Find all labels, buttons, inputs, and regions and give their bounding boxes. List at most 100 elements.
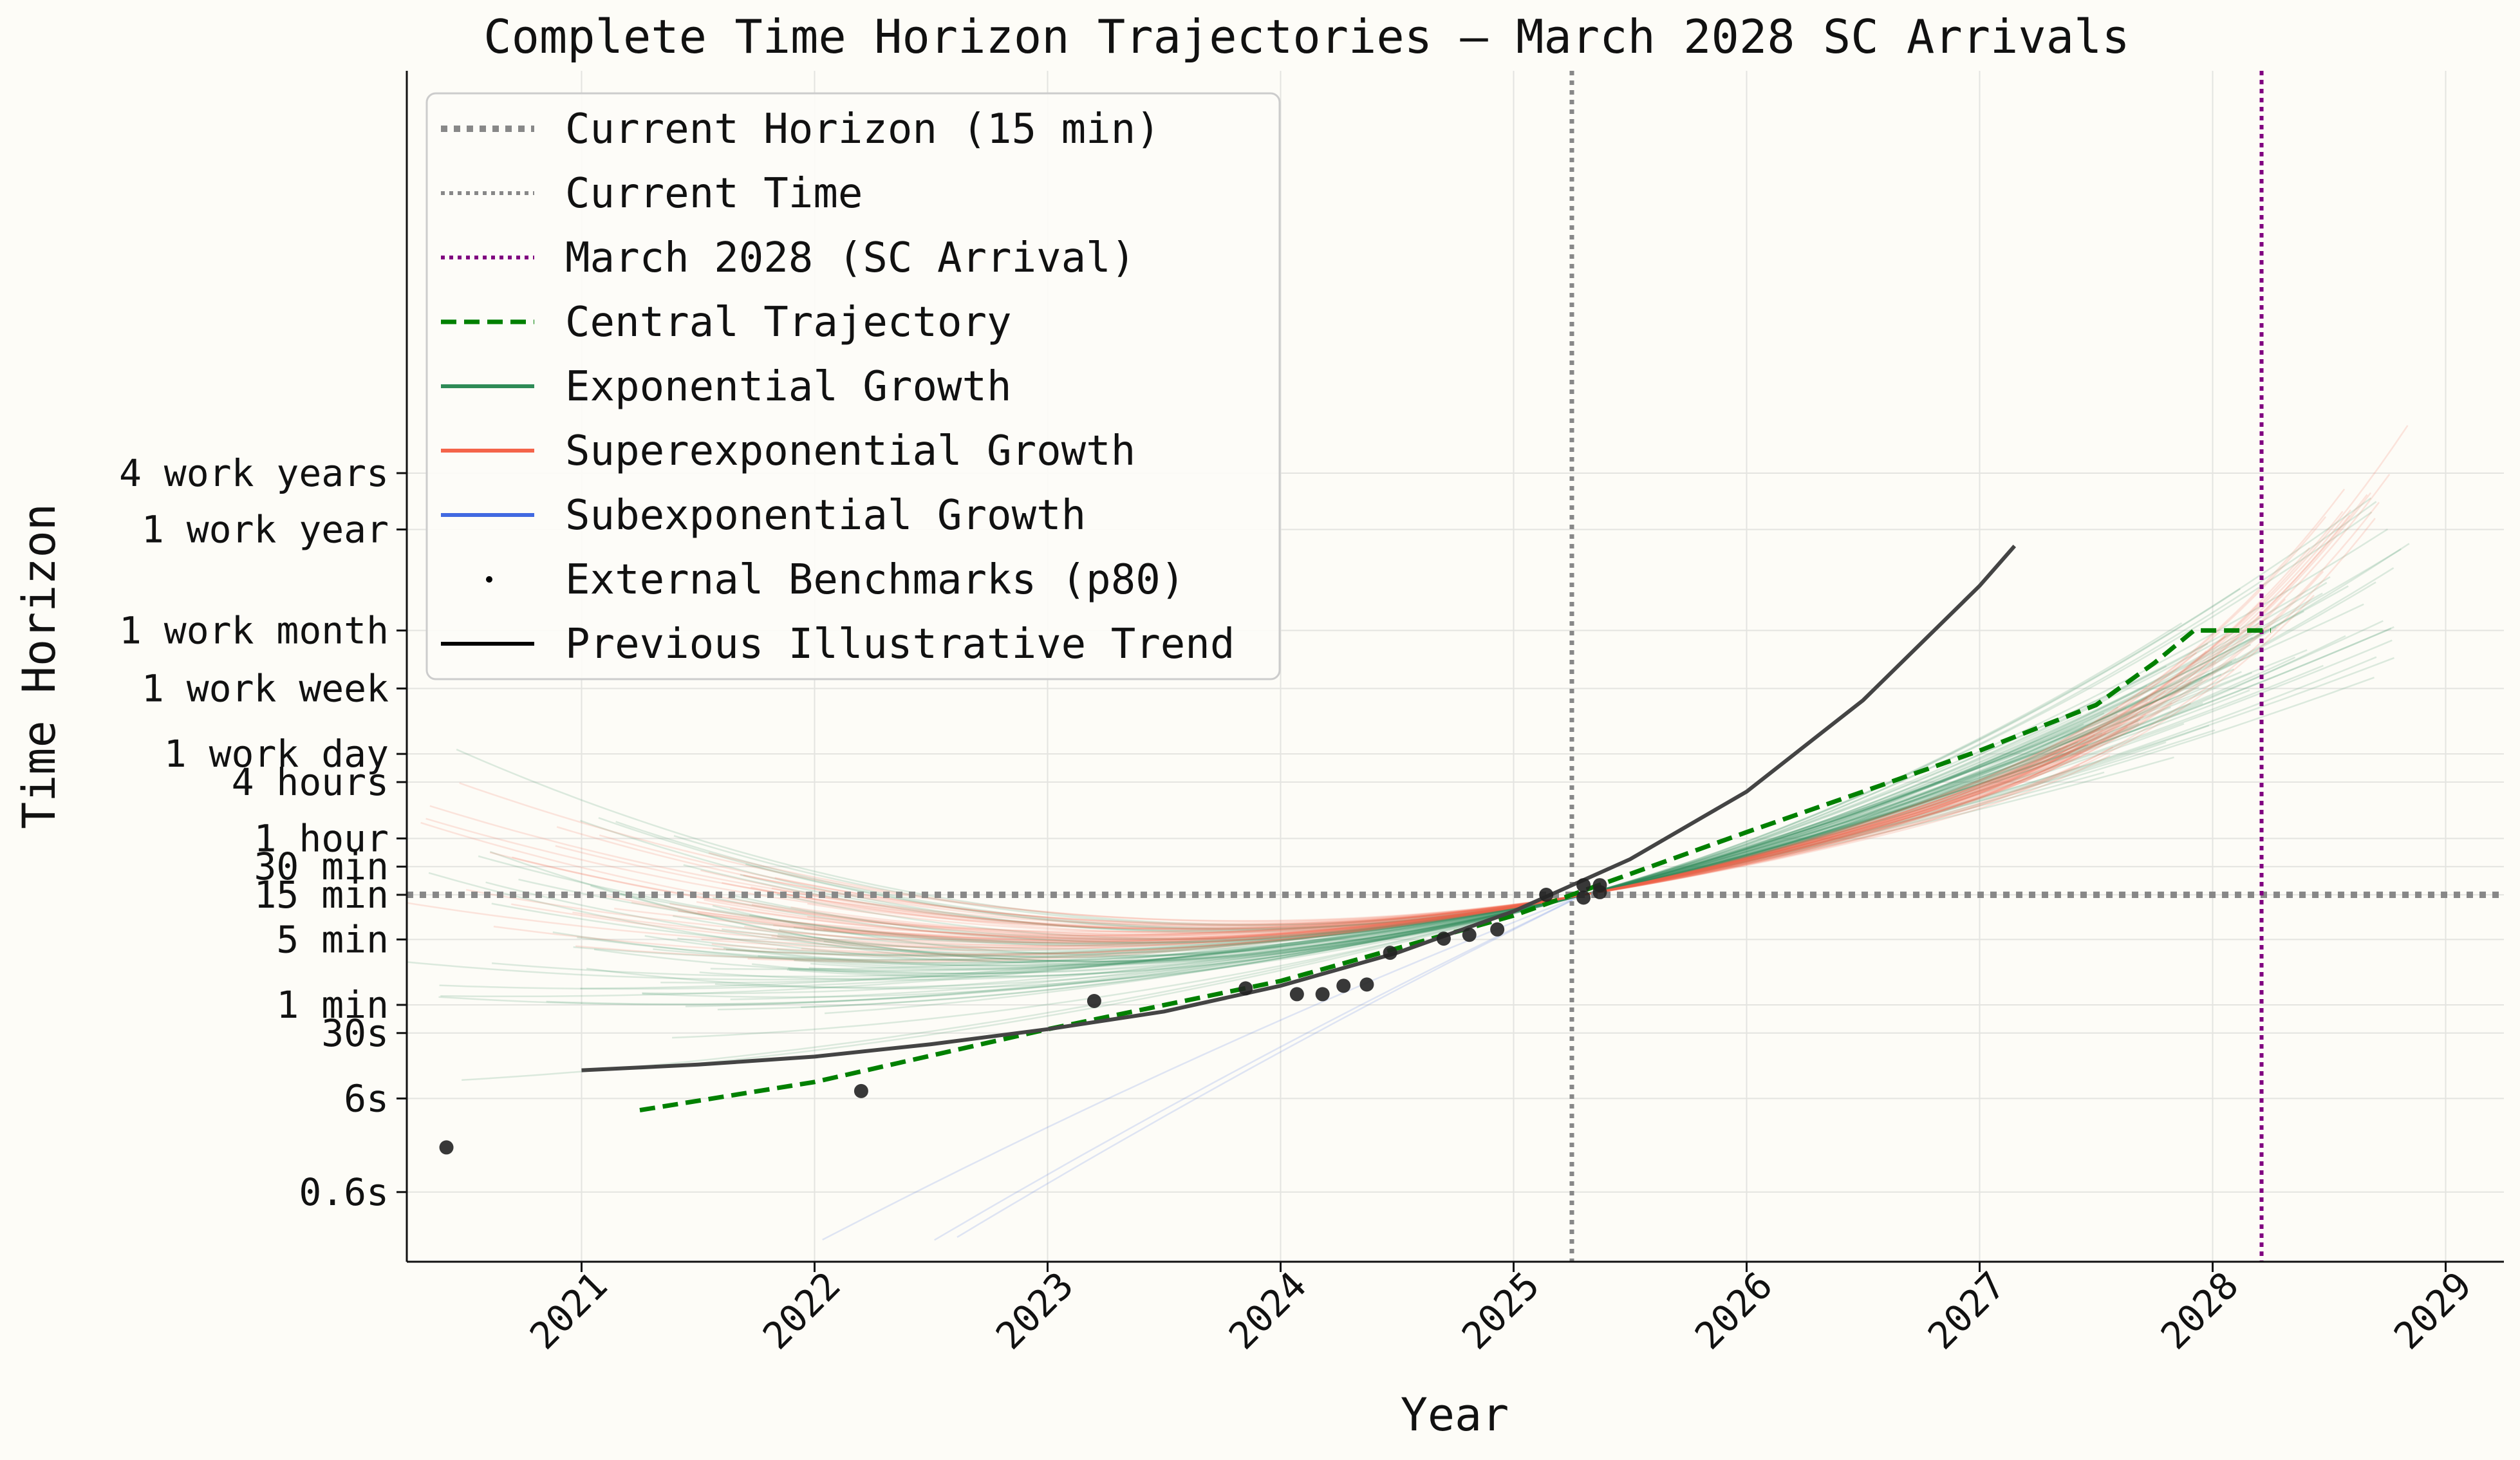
super-trajectory-line [489,753,2071,935]
exp-trajectory-line [456,660,2233,926]
super-trajectory-line [722,732,2107,930]
y-tick-label: 30 min [254,845,389,888]
y-tick-label: 1 work week [142,667,389,711]
exp-trajectory-line [406,639,2393,980]
super-trajectory-line [771,547,2311,930]
super-trajectory-line [614,754,2111,937]
y-tick-label: 1 work year [142,508,389,552]
exp-trajectory-line [485,548,2402,958]
exp-trajectory-line [714,679,2184,989]
exp-trajectory-line [586,665,2167,989]
super-trajectory-line [751,631,2221,939]
benchmark-point [1315,987,1330,1002]
super-trajectory-line [704,516,2327,941]
exp-trajectory-line [552,679,2203,966]
benchmark-point [854,1083,868,1098]
exp-trajectory-line [727,672,2210,941]
exp-trajectory-line [593,706,2119,975]
y-tick-label: 30s [321,1011,389,1055]
super-trajectory-line [669,745,2068,942]
benchmark-point [439,1140,454,1155]
benchmark-point [1576,890,1591,905]
super-trajectory-line [631,635,2226,944]
exp-trajectory-line [808,713,2082,975]
central-trajectory-line [639,628,2271,1113]
exp-trajectory-line [478,727,2101,945]
super-trajectory-line [556,734,2095,927]
y-tick-label: 4 work years [119,451,389,495]
y-tick-label: 4 hours [232,760,389,804]
exp-trajectory-line [740,581,2376,932]
super-trajectory-line [744,727,2101,947]
legend-label: Exponential Growth [565,363,1012,411]
legend-label: March 2028 (SC Arrival) [565,234,1135,282]
exp-trajectory-line [725,741,2167,956]
legend-swatch [486,576,492,583]
exp-trajectory-line [825,722,2140,1015]
exp-trajectory-line [723,624,2262,968]
legend-label: External Benchmarks (p80) [565,556,1185,604]
exp-trajectory-line [580,756,2174,989]
exp-trajectory-line [577,706,2171,964]
exp-trajectory-line [491,656,2296,954]
exp-trajectory-line [598,626,2277,930]
exp-trajectory-line [788,744,2089,971]
y-tick-label: 1 work day [164,732,389,776]
super-trajectory-line [425,598,2286,930]
super-trajectory-line [429,754,2080,926]
y-tick-label: 1 work month [119,608,389,652]
super-trajectory-line [804,594,2315,939]
benchmark-point [1592,878,1607,893]
super-trajectory-line [459,751,2082,922]
exp-trajectory-line [518,718,2141,946]
exp-trajectory-line [615,729,2084,929]
reference-lines [407,71,2504,1262]
chart-title: Complete Time Horizon Trajectories — Mar… [483,10,2130,64]
sub-trajectory-line [934,897,1578,1241]
exp-trajectory-line [758,723,2185,961]
exp-trajectory-line [642,689,2250,995]
y-axis-title: Time Horizon [13,503,66,829]
y-tick-label: 15 min [254,873,389,917]
exp-trajectory-line [440,771,2105,998]
benchmark-point [1436,931,1451,946]
legend: Current Horizon (15 min) Current Time Marc… [425,92,1281,680]
super-trajectory-line [512,700,2149,937]
axes [406,71,2504,1263]
super-trajectory-line [572,720,2139,946]
exp-trajectory-line [749,697,2148,947]
main-series [581,545,2271,1113]
benchmark-point [1539,888,1554,902]
y-tick-label: 1 min [276,983,389,1027]
legend-label: Current Horizon (15 min) [565,106,1161,153]
exp-trajectory-line [642,657,2237,998]
benchmark-point [1087,993,1101,1008]
exp-trajectory-line [439,729,2216,990]
exp-trajectory-line [777,497,2372,965]
exp-trajectory-line [672,603,2364,1039]
exp-trajectory-line [713,644,2252,943]
benchmark-points [439,878,1607,1155]
trajectory-lines [406,425,2410,1241]
benchmark-point [1336,978,1351,993]
benchmark-point [1490,922,1505,937]
exp-trajectory-line [776,702,2203,957]
y-tick-label: 5 min [276,917,389,961]
legend-box [425,92,1281,680]
exp-trajectory-line [717,671,2242,1011]
super-trajectory-line [465,702,2172,944]
exp-trajectory-line [620,733,2103,944]
exp-trajectory-line [640,668,2234,1070]
exp-trajectory-line [752,528,2389,977]
sub-trajectory-line [957,899,1573,1238]
exp-trajectory-line [776,685,2147,940]
super-trajectory-line [700,651,2198,931]
exp-trajectory-line [685,628,2392,1007]
exp-trajectory-line [713,656,2377,957]
super-trajectory-line [602,509,2351,942]
x-axis-title: Year [1401,1389,1509,1441]
super-trajectory-line [807,764,2080,933]
exp-trajectory-line [546,671,2252,1006]
